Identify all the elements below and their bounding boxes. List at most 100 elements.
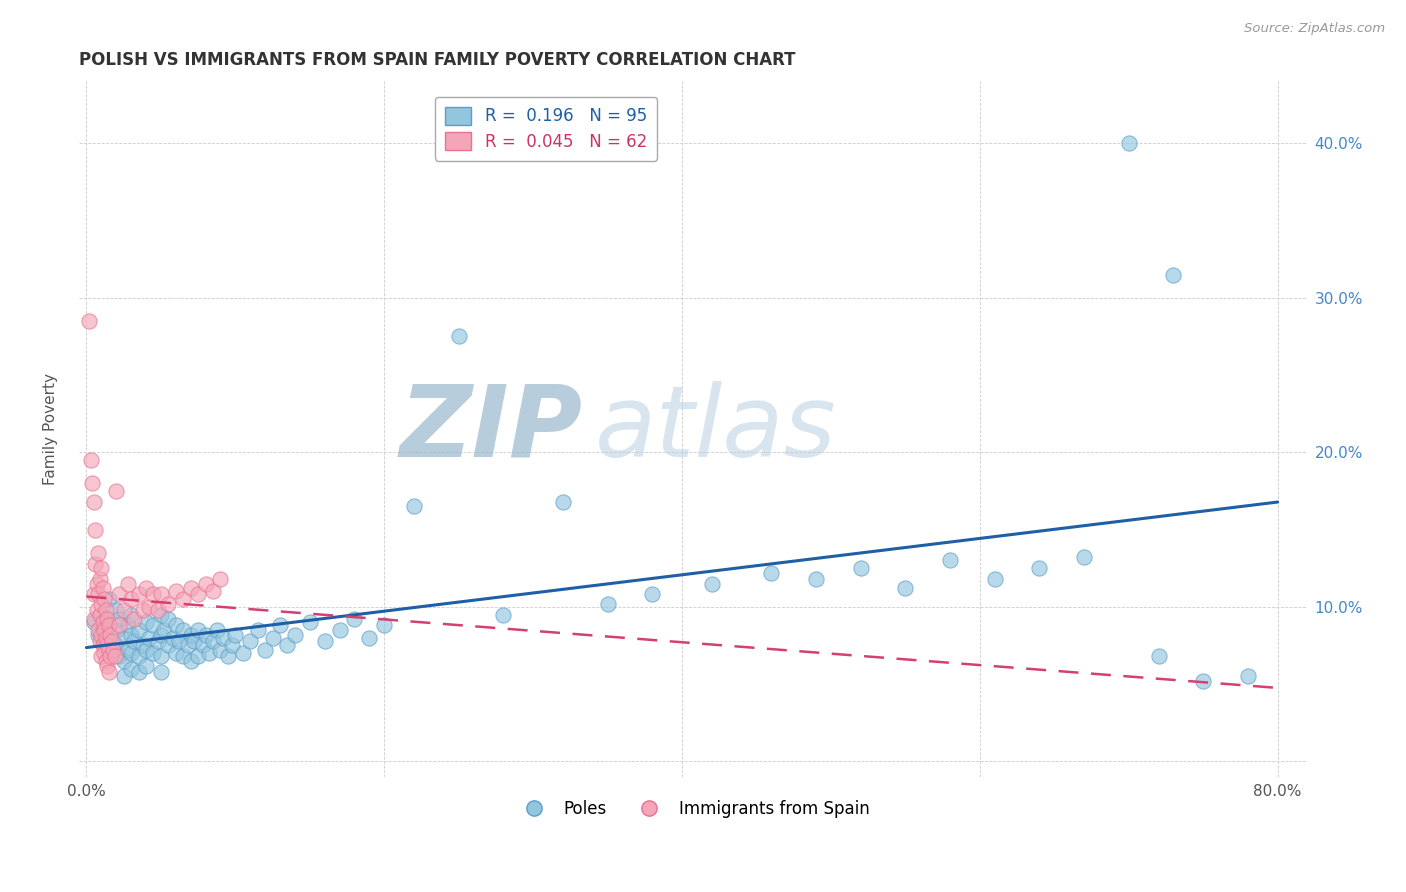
Point — [157, 639, 180, 653]
Point — [232, 646, 254, 660]
Point — [167, 633, 190, 648]
Point — [180, 628, 202, 642]
Point — [142, 618, 165, 632]
Point — [93, 592, 115, 607]
Point — [209, 572, 232, 586]
Point — [89, 607, 111, 622]
Point — [492, 607, 515, 622]
Point — [93, 633, 115, 648]
Point — [80, 453, 103, 467]
Point — [138, 599, 160, 614]
Point — [100, 633, 122, 648]
Point — [132, 639, 155, 653]
Point — [197, 646, 219, 660]
Point — [97, 592, 120, 607]
Point — [108, 612, 131, 626]
Point — [120, 646, 142, 660]
Point — [83, 612, 105, 626]
Point — [209, 643, 232, 657]
Point — [149, 649, 172, 664]
Point — [128, 587, 150, 601]
Point — [224, 628, 246, 642]
Point — [165, 646, 187, 660]
Point — [97, 665, 120, 679]
Point — [194, 628, 217, 642]
Point — [105, 639, 128, 653]
Legend: Poles, Immigrants from Spain: Poles, Immigrants from Spain — [510, 793, 876, 824]
Point — [91, 639, 114, 653]
Point — [246, 623, 269, 637]
Point — [1192, 673, 1215, 688]
Point — [207, 623, 229, 637]
Point — [149, 628, 172, 642]
Point — [87, 587, 110, 601]
Point — [132, 603, 155, 617]
Point — [103, 643, 125, 657]
Point — [103, 643, 125, 657]
Point — [96, 658, 118, 673]
Point — [284, 628, 307, 642]
Point — [112, 669, 135, 683]
Text: POLISH VS IMMIGRANTS FROM SPAIN FAMILY POVERTY CORRELATION CHART: POLISH VS IMMIGRANTS FROM SPAIN FAMILY P… — [79, 51, 796, 69]
Point — [172, 623, 194, 637]
Point — [91, 615, 114, 630]
Point — [162, 631, 184, 645]
Point — [373, 618, 395, 632]
Point — [983, 572, 1005, 586]
Point — [122, 612, 145, 626]
Point — [112, 654, 135, 668]
Point — [98, 649, 121, 664]
Point — [180, 582, 202, 596]
Point — [97, 618, 120, 632]
Point — [98, 628, 121, 642]
Point — [157, 612, 180, 626]
Text: atlas: atlas — [595, 381, 837, 477]
Point — [201, 633, 224, 648]
Point — [94, 603, 117, 617]
Point — [83, 494, 105, 508]
Point — [212, 631, 235, 645]
Point — [165, 584, 187, 599]
Point — [849, 561, 872, 575]
Point — [343, 612, 366, 626]
Point — [402, 500, 425, 514]
Point — [172, 649, 194, 664]
Y-axis label: Family Poverty: Family Poverty — [44, 373, 58, 485]
Point — [117, 618, 139, 632]
Point — [269, 618, 291, 632]
Text: ZIP: ZIP — [399, 381, 582, 477]
Point — [93, 646, 115, 660]
Point — [149, 607, 172, 622]
Point — [276, 639, 298, 653]
Point — [183, 633, 205, 648]
Point — [314, 633, 336, 648]
Point — [1163, 268, 1185, 282]
Point — [97, 643, 120, 657]
Point — [108, 618, 131, 632]
Point — [939, 553, 962, 567]
Point — [105, 483, 128, 498]
Point — [135, 658, 157, 673]
Point — [176, 639, 198, 653]
Point — [105, 603, 128, 617]
Point — [90, 628, 112, 642]
Point — [108, 587, 131, 601]
Point — [194, 576, 217, 591]
Point — [191, 639, 214, 653]
Point — [128, 665, 150, 679]
Point — [82, 476, 104, 491]
Point — [120, 662, 142, 676]
Text: Source: ZipAtlas.com: Source: ZipAtlas.com — [1244, 22, 1385, 36]
Point — [87, 628, 110, 642]
Point — [90, 561, 112, 575]
Point — [221, 639, 243, 653]
Point — [804, 572, 827, 586]
Point — [96, 612, 118, 626]
Point — [165, 618, 187, 632]
Point — [83, 587, 105, 601]
Point — [187, 587, 209, 601]
Point — [1073, 550, 1095, 565]
Point — [128, 649, 150, 664]
Point — [93, 623, 115, 637]
Point — [122, 633, 145, 648]
